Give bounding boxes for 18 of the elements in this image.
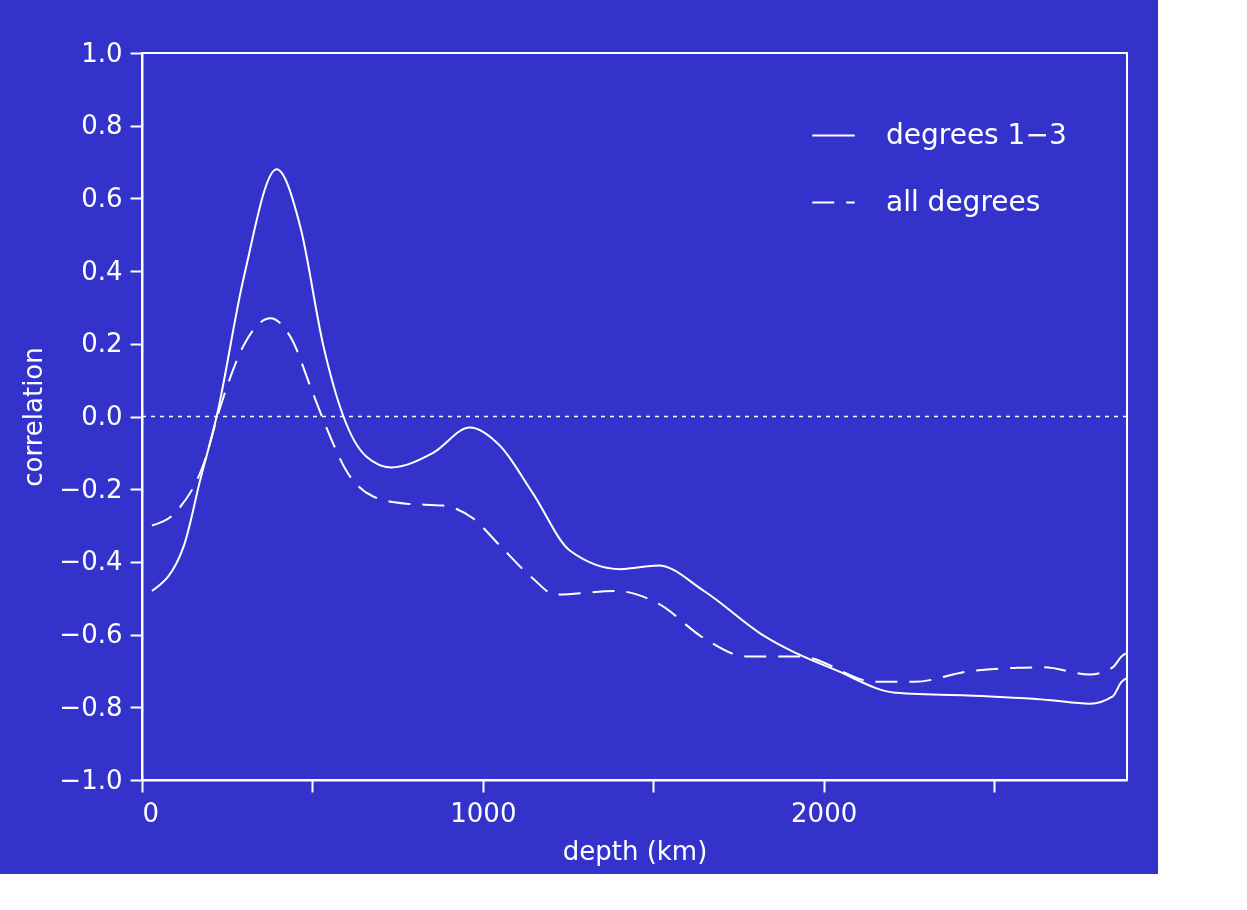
y-tick-label: 1.0: [81, 37, 123, 68]
y-tick-label: −0.8: [59, 691, 123, 722]
legend-label: all degrees: [886, 184, 1041, 218]
legend-label: degrees 1−3: [886, 117, 1067, 151]
y-tick-label: 0.4: [81, 255, 123, 286]
y-tick-label: −1.0: [59, 764, 123, 795]
y-tick-label: −0.4: [59, 546, 123, 577]
y-tick-label: −0.6: [59, 619, 123, 650]
y-tick-label: 0.8: [81, 110, 123, 141]
x-tick-label: 1000: [450, 797, 517, 828]
x-tick-label: 0: [142, 797, 160, 828]
y-axis-title: correlation: [18, 347, 49, 487]
y-tick-label: 0.6: [81, 182, 123, 213]
y-tick-label: 0.0: [81, 401, 123, 431]
y-tick-label: 0.2: [81, 328, 123, 359]
y-tick-label: −0.2: [59, 473, 123, 504]
x-axis-title: depth (km): [562, 835, 708, 866]
x-tick-label: 2000: [791, 797, 858, 828]
